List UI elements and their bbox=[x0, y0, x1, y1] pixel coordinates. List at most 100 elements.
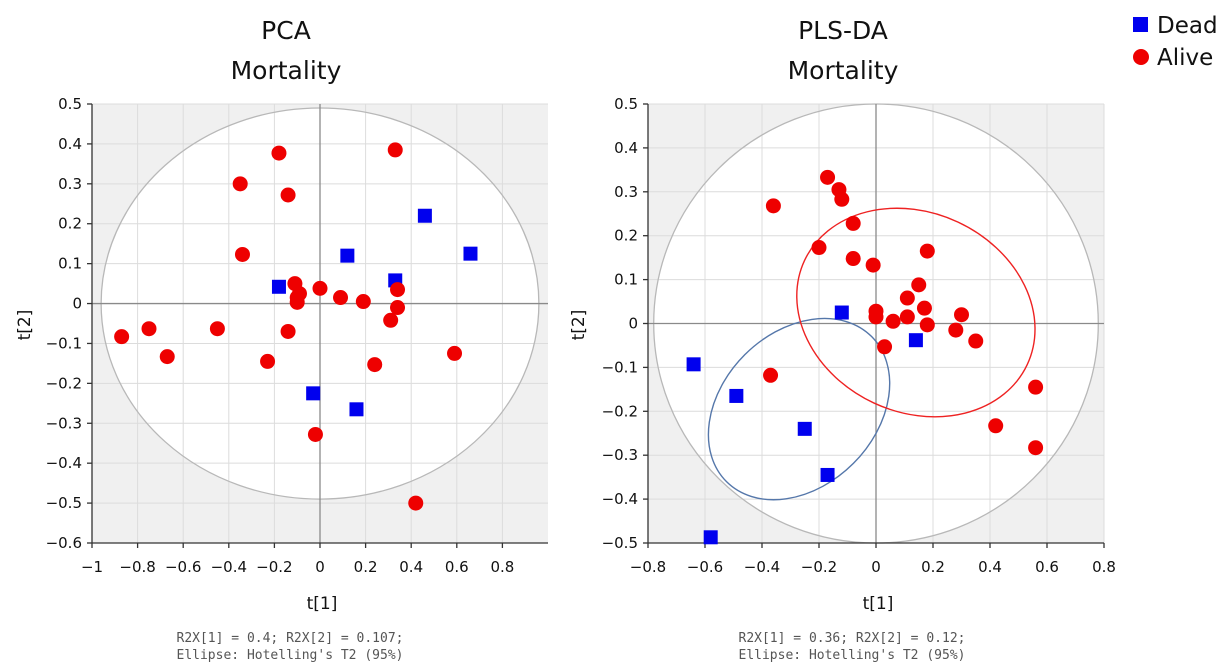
plsda-subtitle: Mortality bbox=[788, 56, 899, 85]
pca-point-alive-3 bbox=[209, 321, 225, 337]
plsda-point-alive-17 bbox=[919, 317, 935, 333]
pca-point-alive-15 bbox=[333, 290, 349, 306]
plsda-point-alive-24 bbox=[1028, 440, 1044, 456]
plsda-x-axis-label: t[1] bbox=[863, 594, 894, 614]
plsda-point-alive-8 bbox=[865, 257, 881, 273]
pca-point-dead-5 bbox=[306, 386, 321, 401]
pca-x-tick-label: 0.8 bbox=[490, 558, 514, 576]
plsda-point-alive-6 bbox=[845, 215, 861, 231]
pca-point-dead-2 bbox=[340, 248, 355, 263]
plsda-point-dead-3 bbox=[797, 421, 812, 436]
pca-x-axis-label: t[1] bbox=[307, 594, 338, 614]
pca-point-alive-7 bbox=[271, 145, 287, 161]
plsda-point-alive-5 bbox=[834, 191, 850, 207]
pca-title: PCA bbox=[261, 16, 311, 45]
plsda-point-alive-23 bbox=[1028, 379, 1044, 395]
pca-point-alive-0 bbox=[114, 329, 130, 345]
plsda-point-alive-21 bbox=[968, 333, 984, 349]
plsda-point-alive-13 bbox=[899, 290, 915, 306]
plsda-y-tick-label: −0.1 bbox=[602, 358, 638, 376]
plsda-x-tick-label: 0.6 bbox=[1035, 558, 1059, 576]
plsda-x-tick-label: −0.4 bbox=[744, 558, 780, 576]
pca-y-tick-label: 0.5 bbox=[58, 95, 82, 113]
plsda-point-alive-16 bbox=[916, 300, 932, 316]
plsda-point-alive-1 bbox=[765, 198, 781, 214]
pca-point-alive-16 bbox=[355, 294, 371, 310]
pca-x-tick-label: −1 bbox=[81, 558, 103, 576]
pca-x-tick-label: −0.2 bbox=[256, 558, 292, 576]
plsda-point-alive-19 bbox=[948, 322, 964, 338]
plsda-x-tick-label: 0 bbox=[871, 558, 881, 576]
plsda-point-alive-10 bbox=[868, 309, 884, 325]
legend: Dead Alive bbox=[1133, 13, 1218, 71]
pca-x-tick-label: 0.4 bbox=[399, 558, 423, 576]
pca-point-alive-22 bbox=[447, 345, 463, 361]
pca-y-tick-label: −0.2 bbox=[46, 374, 82, 392]
legend-alive-label: Alive bbox=[1157, 45, 1213, 71]
plsda-point-alive-15 bbox=[911, 277, 927, 293]
pca-point-dead-0 bbox=[417, 208, 432, 223]
plsda-y-tick-label: 0.1 bbox=[614, 271, 638, 289]
pca-point-alive-9 bbox=[280, 323, 296, 339]
pca-x-tick-label: −0.6 bbox=[165, 558, 201, 576]
plsda-point-alive-22 bbox=[988, 418, 1004, 434]
pca-point-alive-6 bbox=[260, 353, 276, 369]
plsda-y-tick-label: 0.3 bbox=[614, 183, 638, 201]
pca-y-axis-label: t[2] bbox=[15, 310, 35, 341]
pca-plot-area: −1 −0.8 −0.6 −0.4 −0.2 0 0.2 0.4 0.6 0.8 −0.6 −0.5 −… bbox=[46, 95, 548, 576]
pca-point-alive-2 bbox=[159, 349, 175, 365]
pca-point-dead-1 bbox=[463, 246, 478, 261]
pca-point-alive-17 bbox=[367, 357, 383, 373]
plsda-point-alive-7 bbox=[845, 251, 861, 267]
plsda-y-tick-label: −0.4 bbox=[602, 490, 638, 508]
plsda-point-dead-5 bbox=[834, 305, 849, 320]
plsda-y-tick-label: 0 bbox=[628, 315, 638, 333]
pca-x-tick-label: 0.2 bbox=[354, 558, 378, 576]
plsda-point-alive-0 bbox=[763, 367, 779, 383]
plsda-y-tick-label: −0.3 bbox=[602, 446, 638, 464]
plsda-y-tick-label: 0.4 bbox=[614, 139, 638, 157]
plsda-point-alive-3 bbox=[820, 169, 836, 185]
pca-point-alive-1 bbox=[141, 321, 157, 337]
pca-point-alive-5 bbox=[234, 246, 250, 262]
pca-point-alive-14 bbox=[312, 280, 328, 296]
plsda-y-axis-label: t[2] bbox=[569, 310, 589, 341]
plsda-x-tick-label: −0.6 bbox=[687, 558, 723, 576]
plsda-y-tick-label: −0.2 bbox=[602, 402, 638, 420]
pca-panel: PCA Mortality −1 −0.8 −0.6 −0.4 −0.2 0 0.2 0.4 0… bbox=[15, 16, 548, 663]
pca-subtitle: Mortality bbox=[231, 56, 342, 85]
plsda-x-tick-label: 0.8 bbox=[1092, 558, 1116, 576]
plsda-point-alive-12 bbox=[885, 313, 901, 329]
legend-alive-marker bbox=[1133, 49, 1149, 65]
plsda-point-alive-11 bbox=[877, 339, 893, 355]
plsda-point-dead-0 bbox=[686, 357, 701, 372]
plsda-point-alive-2 bbox=[811, 240, 827, 256]
plsda-point-alive-18 bbox=[919, 243, 935, 259]
plsda-x-tick-label: 0.4 bbox=[978, 558, 1002, 576]
pca-footnote-line-1: R2X[1] = 0.4; R2X[2] = 0.107; bbox=[177, 631, 404, 646]
pca-point-alive-23 bbox=[307, 426, 323, 442]
pca-footnote-line-2: Ellipse: Hotelling's T2 (95%) bbox=[177, 648, 404, 663]
pca-y-tick-label: −0.6 bbox=[46, 534, 82, 552]
plsda-x-tick-label: −0.8 bbox=[630, 558, 666, 576]
plsda-point-alive-14 bbox=[899, 309, 915, 325]
legend-dead-marker bbox=[1133, 17, 1148, 32]
pca-y-tick-label: −0.4 bbox=[46, 454, 82, 472]
pca-x-tick-label: 0 bbox=[315, 558, 325, 576]
plsda-x-tick-label: −0.2 bbox=[801, 558, 837, 576]
pca-point-alive-13 bbox=[291, 286, 307, 302]
plsda-panel: PLS-DA Mortality −0.8 −0.6 −0.4 −0.2 0 0.2 0.4… bbox=[569, 16, 1116, 663]
plsda-x-tick-label: 0.2 bbox=[921, 558, 945, 576]
plsda-group-ellipse-alive bbox=[796, 207, 1036, 418]
pca-x-tick-label: −0.8 bbox=[119, 558, 155, 576]
pca-point-alive-21 bbox=[390, 300, 406, 316]
pca-point-alive-4 bbox=[232, 176, 248, 192]
plsda-point-alive-20 bbox=[954, 307, 969, 323]
pca-x-tick-label: −0.4 bbox=[211, 558, 247, 576]
pca-y-tick-label: 0.3 bbox=[58, 175, 82, 193]
plsda-point-dead-6 bbox=[908, 333, 923, 348]
pca-y-tick-label: −0.1 bbox=[46, 334, 82, 352]
plsda-footnote-line-1: R2X[1] = 0.36; R2X[2] = 0.12; bbox=[739, 631, 966, 646]
pca-point-alive-24 bbox=[408, 495, 424, 511]
